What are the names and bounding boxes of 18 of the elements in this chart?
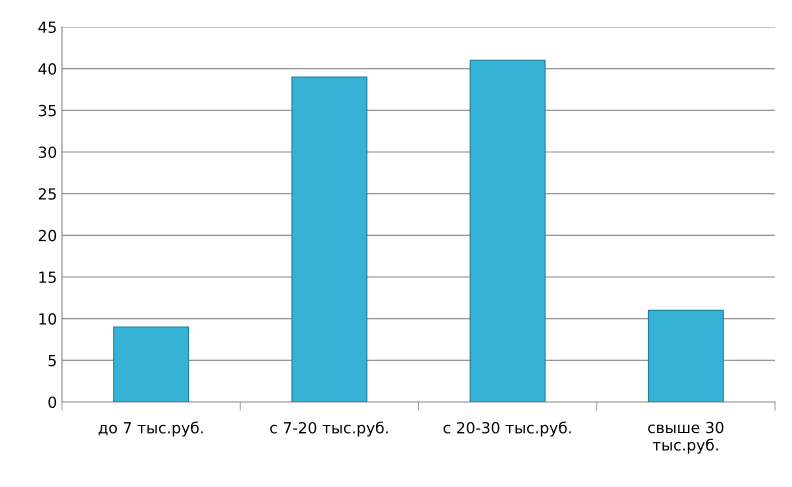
- bar: [113, 326, 190, 402]
- y-tick-label: 0: [48, 396, 56, 408]
- y-tick-label: 15: [39, 272, 56, 284]
- bar: [291, 76, 368, 402]
- y-tick-label: 45: [38, 22, 56, 34]
- y-tick-label: 35: [38, 104, 56, 116]
- y-tick-label: 10: [39, 313, 56, 325]
- y-tick-label: 30: [38, 146, 56, 158]
- bar: [648, 310, 724, 402]
- x-tick-label: свыше 30 тыс.руб.: [648, 422, 724, 454]
- y-tick-label: 40: [38, 63, 56, 75]
- y-tick-label: 25: [38, 188, 56, 200]
- bar: [470, 60, 546, 402]
- x-tick-label: до 7 тыс.руб.: [98, 421, 203, 436]
- x-tick-label: с 20-30 тыс.руб.: [444, 421, 571, 436]
- y-tick-label: 20: [38, 230, 56, 242]
- y-tick-label: 5: [48, 355, 56, 366]
- x-tick-label: с 7-20 тыс.руб.: [270, 421, 388, 436]
